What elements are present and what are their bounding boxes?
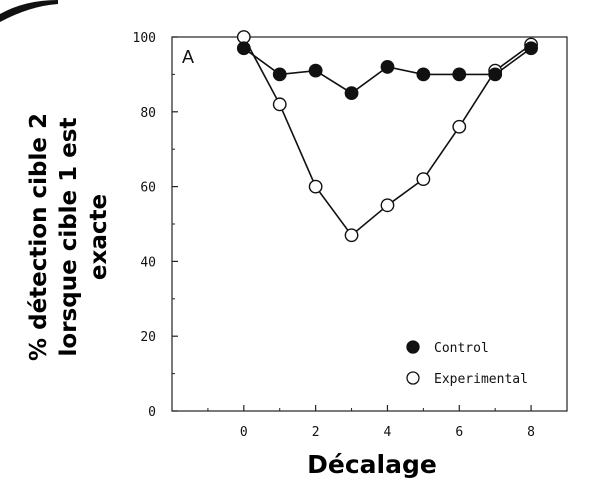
y-tick-label: 80 xyxy=(140,106,156,121)
plot-frame xyxy=(171,36,568,412)
x-axis-title: Décalage xyxy=(307,450,437,479)
legend-label-control: Control xyxy=(434,341,489,356)
data-point-control xyxy=(272,67,287,82)
y-axis: 0 20 40 60 80 100 xyxy=(133,31,178,420)
x-axis: 0 2 4 6 8 xyxy=(207,405,535,440)
y-tick-label: 60 xyxy=(140,181,156,196)
legend-label-experimental: Experimental xyxy=(434,372,528,387)
corner-arc-decoration xyxy=(0,0,58,22)
y-tick-label: 20 xyxy=(140,330,156,345)
data-point-control xyxy=(488,67,503,82)
legend: Control Experimental xyxy=(406,340,528,387)
data-point-experimental xyxy=(308,179,323,194)
series-points xyxy=(236,30,538,243)
legend-marker-experimental xyxy=(406,371,420,385)
data-point-control xyxy=(344,86,359,101)
x-tick-label: 8 xyxy=(527,425,535,440)
data-point-control xyxy=(452,67,467,82)
y-axis-title: % détection cible 2 lorsque cible 1 est … xyxy=(26,113,112,361)
y-tick-label: 40 xyxy=(140,255,156,270)
data-point-experimental xyxy=(416,172,431,187)
x-tick-label: 4 xyxy=(384,425,392,440)
y-axis-title-line-1: % détection cible 2 xyxy=(26,113,52,361)
y-axis-title-line-3: exacte xyxy=(86,194,112,280)
data-point-control xyxy=(308,63,323,78)
data-point-control xyxy=(416,67,431,82)
data-point-experimental xyxy=(344,228,359,243)
x-tick-label: 6 xyxy=(455,425,463,440)
data-point-experimental xyxy=(452,119,467,134)
panel-label: A xyxy=(182,47,194,67)
y-axis-title-line-2: lorsque cible 1 est xyxy=(56,118,82,357)
x-tick-label: 2 xyxy=(312,425,320,440)
data-point-experimental xyxy=(272,97,287,112)
y-tick-label: 0 xyxy=(148,405,156,420)
data-point-experimental xyxy=(380,198,395,213)
legend-marker-control xyxy=(406,340,420,354)
data-point-control xyxy=(524,41,538,56)
data-point-control xyxy=(236,41,251,56)
data-point-control xyxy=(380,60,395,74)
x-tick-label: 0 xyxy=(240,425,248,440)
y-tick-label: 100 xyxy=(133,31,156,46)
